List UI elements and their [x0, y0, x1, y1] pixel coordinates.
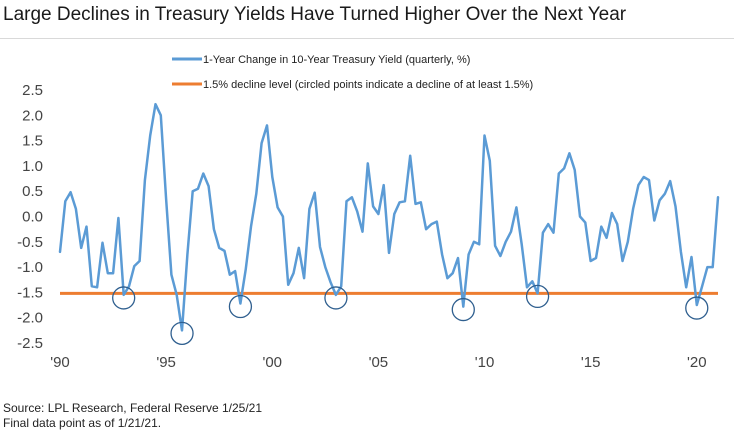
chart-area: 2.5 2.0 1.5 1.0 0.5 0.0 -0.5 -1.0 -1.5 -2.0 -2.5 '…	[0, 39, 734, 386]
legend-label-series: 1-Year Change in 10-Year Treasury Yield …	[203, 54, 470, 66]
line-chart: 2.5 2.0 1.5 1.0 0.5 0.0 -0.5 -1.0 -1.5 -2.0 -2.5 '…	[17, 54, 720, 371]
source-line-1: Source: LPL Research, Federal Reserve 1/…	[3, 401, 263, 415]
x-tick-label: '05	[369, 354, 389, 371]
circled-point-marker	[324, 286, 348, 310]
circled-point-marker	[525, 284, 550, 309]
series-line-layer	[58, 102, 720, 332]
y-tick-label: 0.0	[22, 209, 43, 226]
x-tick-label: '10	[475, 354, 495, 371]
legend-label-threshold: 1.5% decline level (circled points indic…	[203, 79, 533, 91]
y-tick-label: 0.5	[22, 183, 43, 200]
y-tick-label: -1.5	[17, 284, 43, 301]
circled-point-marker	[685, 296, 709, 320]
chart-title: Large Declines in Treasury Yields Have T…	[3, 4, 627, 25]
x-tick-label: '00	[262, 354, 282, 371]
circled-point-marker	[451, 297, 475, 322]
y-tick-label: 1.0	[22, 158, 43, 175]
x-tick-label: '20	[687, 354, 707, 371]
y-tick-label: -1.0	[17, 259, 43, 276]
circled-points-layer	[112, 284, 709, 346]
y-tick-label: 2.0	[22, 107, 43, 124]
source-line-2: Final data point as of 1/21/21.	[3, 416, 162, 430]
title-divider	[0, 38, 734, 39]
series-line-treasury-yield-change	[58, 102, 720, 332]
x-axis: '90 '95 '00 '05 '10 '15 '20	[50, 354, 706, 371]
y-tick-label: -2.0	[17, 310, 43, 327]
y-tick-label: 1.5	[22, 133, 43, 150]
source-note: Source: LPL Research, Federal Reserve 1/…	[3, 401, 262, 431]
x-tick-label: '90	[50, 354, 70, 371]
circled-point-marker	[170, 321, 194, 346]
y-tick-label: -0.5	[17, 234, 43, 251]
y-axis: 2.5 2.0 1.5 1.0 0.5 0.0 -0.5 -1.0 -1.5 -2.0 -2.5	[17, 82, 43, 352]
y-tick-label: -2.5	[17, 335, 43, 352]
legend: 1-Year Change in 10-Year Treasury Yield …	[172, 54, 533, 91]
circled-point-marker	[112, 286, 136, 310]
y-tick-label: 2.5	[22, 82, 43, 99]
circled-point-marker	[228, 294, 253, 319]
x-tick-label: '95	[156, 354, 176, 371]
x-tick-label: '15	[581, 354, 601, 371]
